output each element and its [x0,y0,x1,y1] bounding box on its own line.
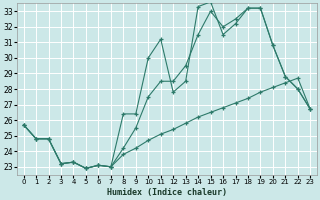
X-axis label: Humidex (Indice chaleur): Humidex (Indice chaleur) [107,188,227,197]
